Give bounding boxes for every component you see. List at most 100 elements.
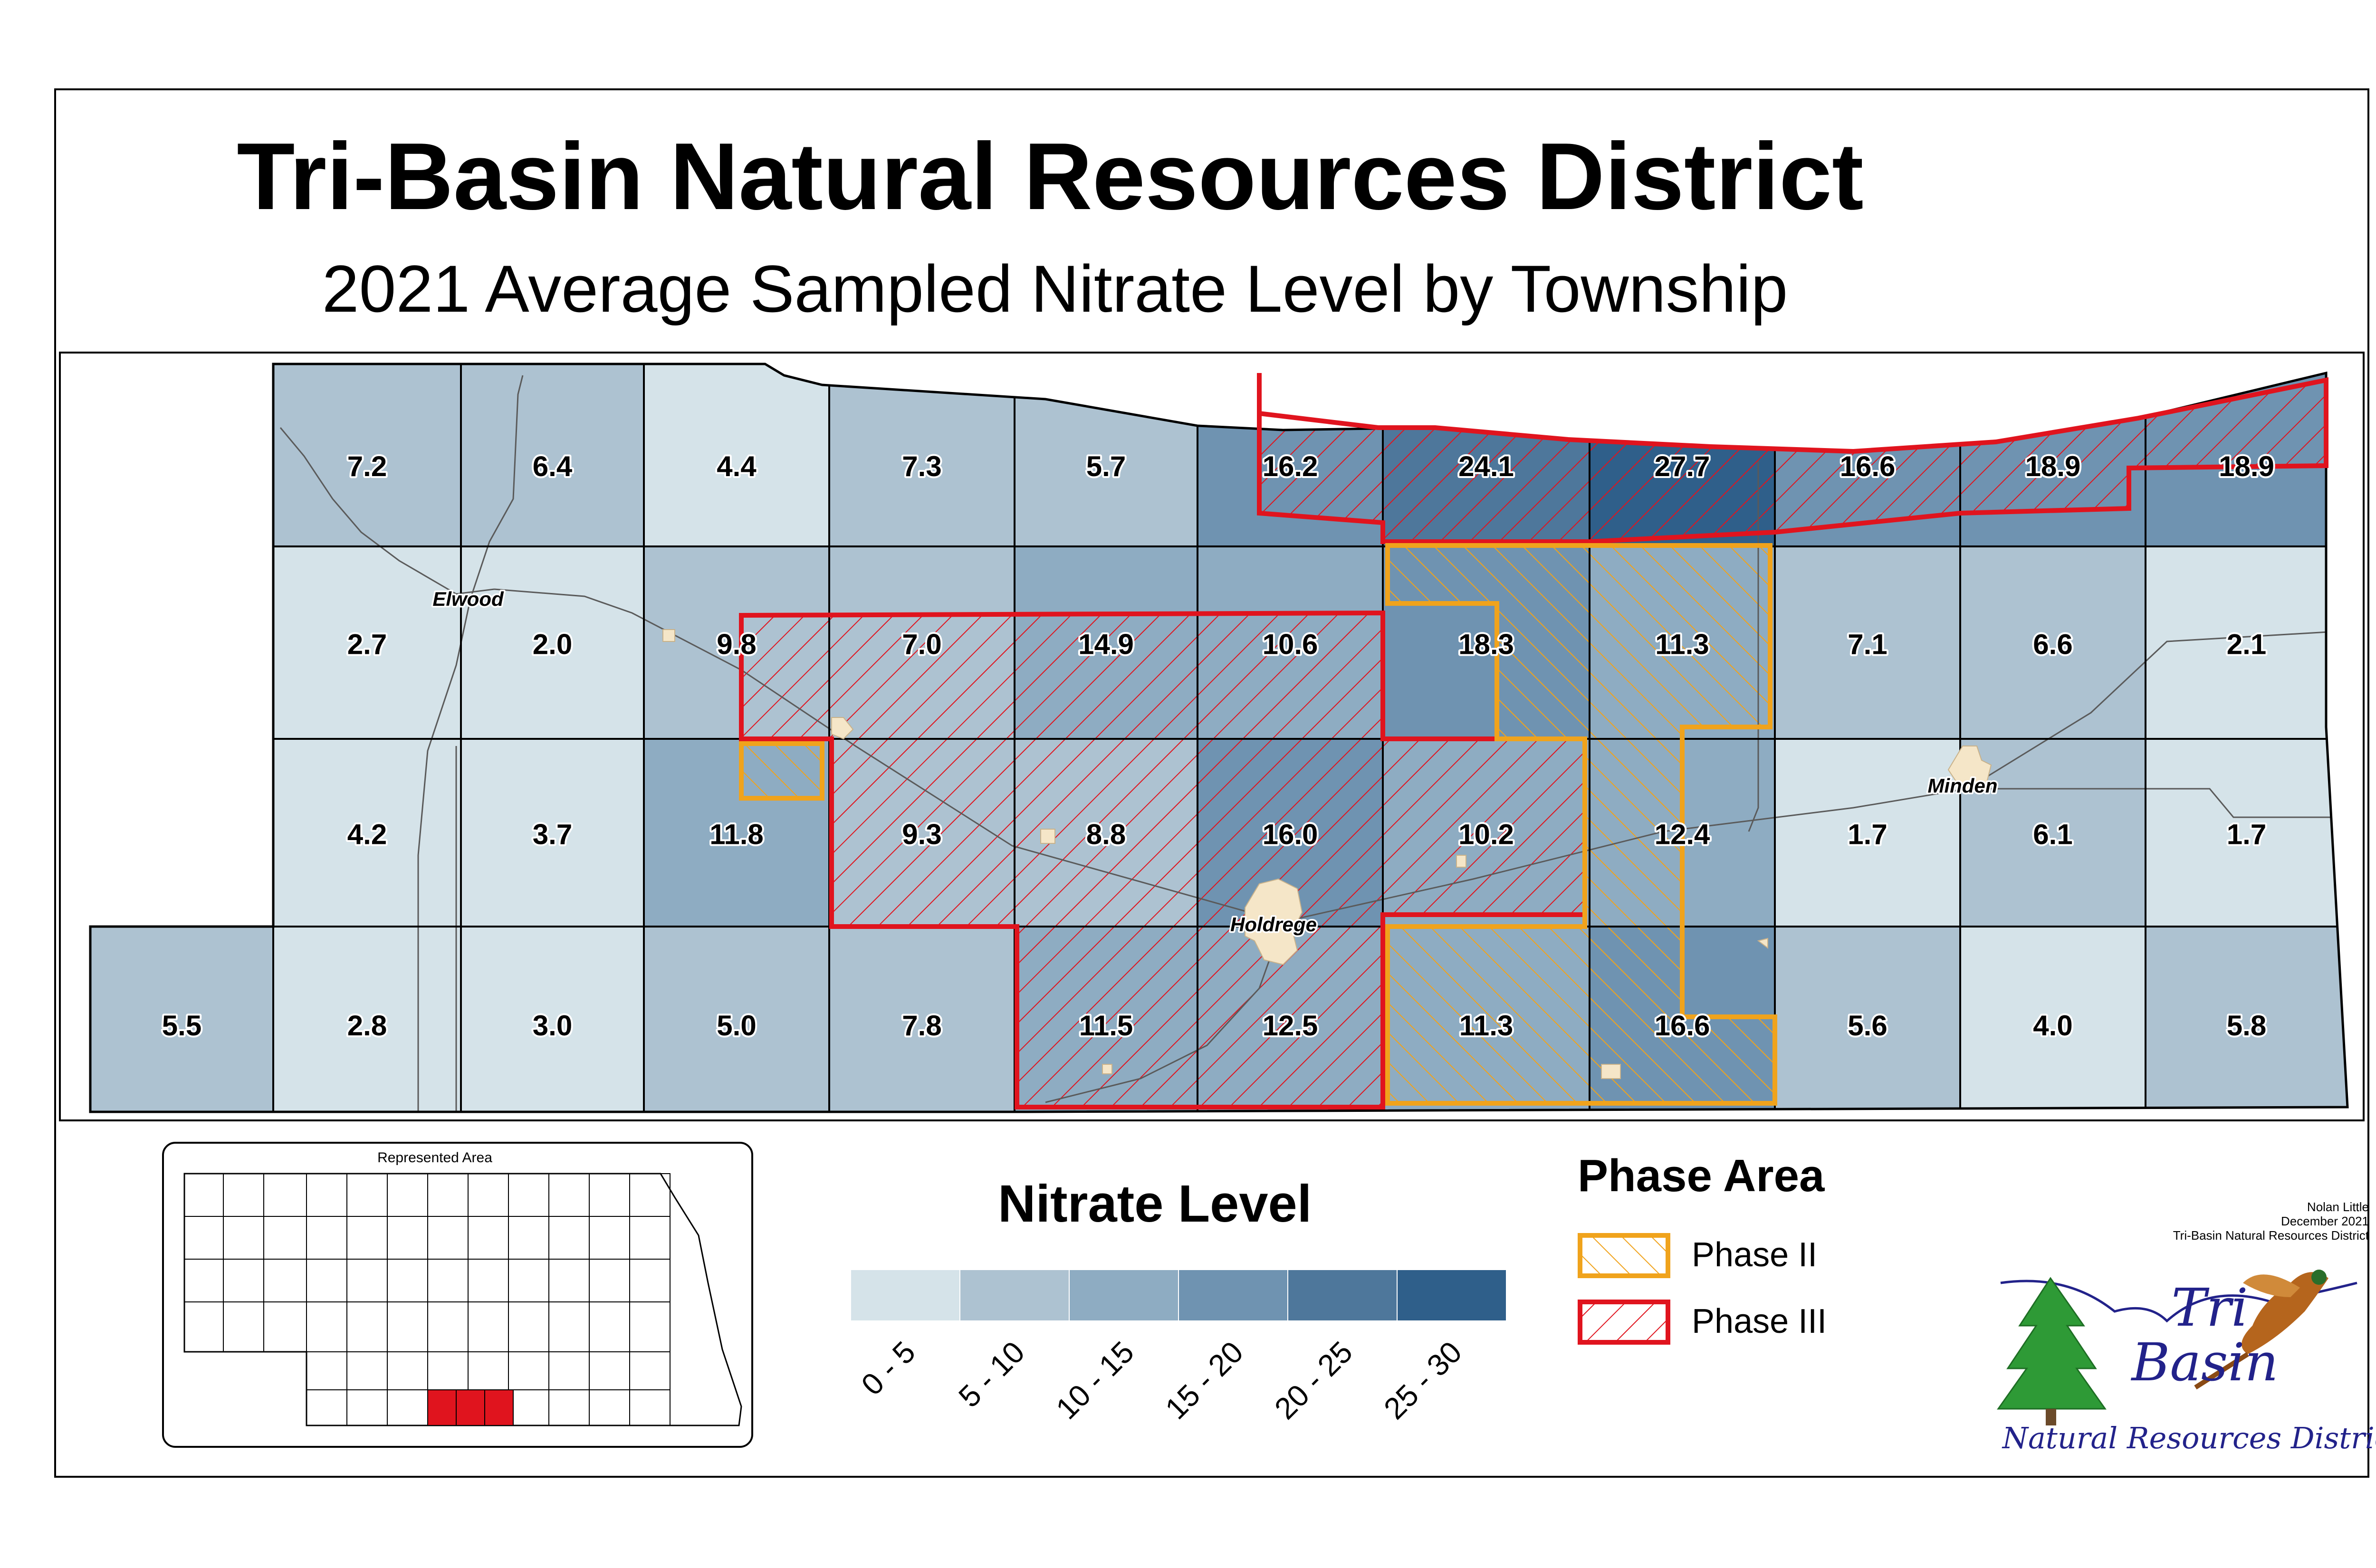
township-value-label: 18.9	[2219, 450, 2274, 482]
township-value-label: 5.8	[2227, 1010, 2266, 1042]
phase-ii-area	[739, 741, 824, 801]
township-cell	[1775, 927, 1960, 1112]
town-label: Holdrege	[1230, 913, 1317, 936]
credit-date: December 2021	[2281, 1214, 2369, 1228]
township-value-label: 8.8	[1086, 819, 1126, 851]
represented-county	[456, 1389, 485, 1426]
town-area	[1102, 1064, 1112, 1074]
township-cell	[461, 364, 644, 546]
township-cell	[273, 927, 461, 1112]
nitrate-legend-ramp: 0 - 5 5 - 10 10 - 15 15 - 20 20 - 25 25 - 30	[850, 1269, 1507, 1426]
map-credit: Nolan Little December 2021 Tri-Basin Nat…	[2173, 1200, 2369, 1243]
township-value-label: 3.7	[533, 819, 572, 851]
phase-iii-label: Phase III	[1692, 1302, 1827, 1340]
township-value-label: 18.3	[1458, 629, 1514, 660]
township-cell	[1775, 739, 1960, 927]
nitrate-legend-swatch	[1069, 1269, 1179, 1321]
township-cell	[90, 927, 273, 1112]
township-value-label: 11.3	[1459, 1010, 1513, 1042]
nitrate-legend-label: 15 - 20	[1159, 1335, 1250, 1426]
township-cell	[461, 927, 644, 1112]
township-value-label: 4.0	[2033, 1010, 2072, 1042]
township-value-label: 24.1	[1458, 450, 1514, 482]
township-value-label: 6.4	[533, 450, 573, 482]
township-value-label: 5.5	[162, 1010, 201, 1042]
township-value-label: 7.8	[902, 1010, 941, 1042]
main-map-frame	[59, 352, 2365, 1121]
town-area	[1040, 829, 1055, 844]
township-value-label: 6.6	[2033, 629, 2072, 660]
phase-ii-label: Phase II	[1692, 1236, 1818, 1274]
township-value-label: 7.0	[902, 629, 941, 660]
township-value-label: 3.0	[533, 1010, 572, 1042]
phase-iii-area	[1257, 373, 2328, 544]
township-cell	[1960, 739, 2146, 927]
nitrate-legend-title: Nitrate Level	[998, 1175, 1312, 1233]
township-value-label: 2.1	[2227, 629, 2266, 660]
phase-ii-swatch	[1578, 1233, 1670, 1278]
logo-line1: Tri	[2171, 1277, 2248, 1338]
nitrate-legend-swatch	[850, 1269, 960, 1321]
town-area	[1456, 855, 1466, 868]
nitrate-legend-label: 10 - 15	[1049, 1335, 1140, 1426]
township-value-label: 27.7	[1655, 450, 1710, 482]
township-value-label: 2.8	[347, 1010, 387, 1042]
phase-iii-swatch	[1578, 1300, 1670, 1345]
township-value-label: 4.2	[347, 819, 387, 851]
township-cell	[461, 546, 644, 739]
township-value-label: 1.7	[1848, 819, 1887, 851]
town-area	[1601, 1064, 1621, 1079]
township-cell	[273, 364, 461, 546]
township-cell	[2146, 739, 2347, 927]
town-label: Elwood	[432, 588, 504, 610]
township-value-label: 14.9	[1078, 629, 1134, 660]
inset-title: Represented Area	[377, 1150, 492, 1166]
tri-basin-logo: Tri Basin Natural Resources District	[1997, 1270, 2376, 1455]
township-cell	[1775, 546, 1960, 739]
town-area	[1245, 878, 1303, 966]
map-page-frame	[54, 88, 2369, 1478]
town-area	[1757, 937, 1768, 949]
township-value-label: 11.8	[709, 819, 763, 851]
township-value-label: 2.0	[533, 629, 572, 660]
township-cell	[829, 927, 1015, 1112]
town-area	[1947, 746, 1992, 794]
logo-line3: Natural Resources District	[2002, 1421, 2376, 1455]
logo-line2: Basin	[2131, 1332, 2279, 1393]
township-value-label: 10.2	[1458, 819, 1514, 851]
township-value-label: 18.9	[2025, 450, 2081, 482]
pine-tree-icon	[1997, 1277, 2107, 1410]
nitrate-legend-label: 25 - 30	[1377, 1335, 1468, 1426]
township-value-label: 11.5	[1079, 1010, 1133, 1042]
township-value-label: 9.8	[717, 629, 756, 660]
map-subtitle: 2021 Average Sampled Nitrate Level by To…	[322, 251, 1788, 326]
township-value-label: 12.4	[1655, 819, 1710, 851]
township-cell	[644, 364, 829, 546]
township-cell	[1015, 364, 1198, 546]
township-value-label: 11.3	[1655, 629, 1709, 660]
township-value-label: 5.6	[1848, 1010, 1887, 1042]
township-cell	[1960, 927, 2146, 1112]
township-cell	[273, 739, 461, 927]
phase-ii-area	[1385, 543, 1777, 1106]
nitrate-legend-swatch	[1287, 1269, 1398, 1321]
nitrate-legend-label: 20 - 25	[1268, 1335, 1359, 1426]
township-cell	[2146, 546, 2347, 739]
nitrate-legend-swatch	[959, 1269, 1070, 1321]
represented-county	[427, 1389, 457, 1426]
nitrate-legend-swatch	[1397, 1269, 1507, 1321]
township-value-label: 12.5	[1263, 1010, 1318, 1042]
nitrate-legend-label: 0 - 5	[854, 1335, 921, 1402]
township-value-label: 16.6	[1655, 1010, 1710, 1042]
township-value-label: 7.3	[902, 450, 941, 482]
township-value-label: 7.2	[347, 450, 387, 482]
town-area	[831, 717, 854, 740]
town-label: Minden	[1928, 774, 1998, 797]
township-value-label: 16.2	[1263, 450, 1318, 482]
township-value-label: 4.4	[717, 450, 757, 482]
phase-iii-area	[739, 610, 1587, 1109]
pheasant-icon	[2194, 1270, 2328, 1390]
township-value-label: 9.3	[902, 819, 941, 851]
township-value-label: 6.1	[2033, 819, 2072, 851]
